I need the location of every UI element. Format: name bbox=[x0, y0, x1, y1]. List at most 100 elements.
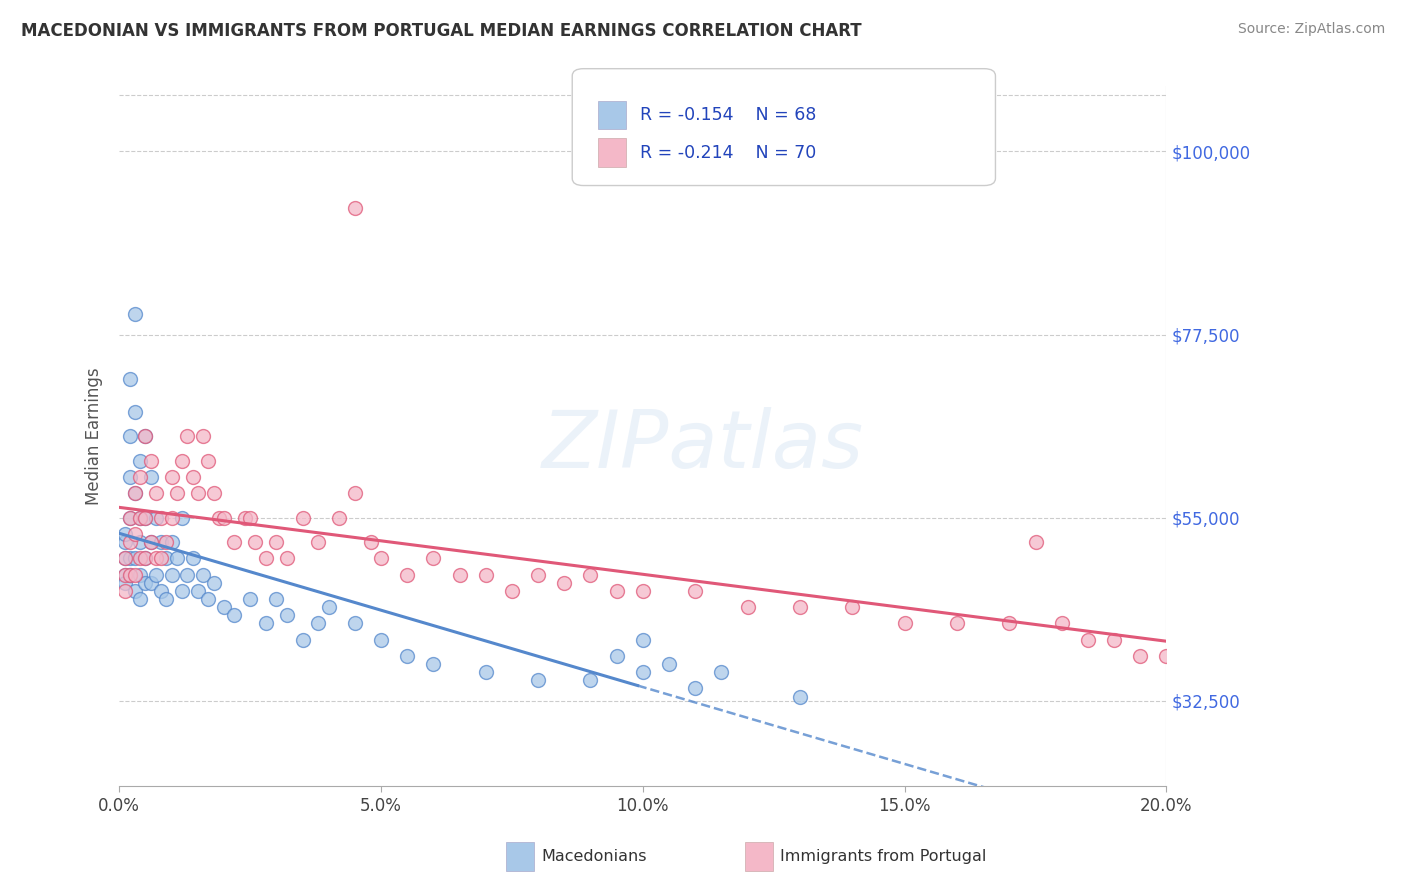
Text: R = -0.214    N = 70: R = -0.214 N = 70 bbox=[640, 144, 815, 161]
Point bbox=[172, 453, 194, 467]
Point bbox=[155, 592, 177, 607]
Point bbox=[1050, 616, 1073, 631]
Point bbox=[160, 567, 183, 582]
Point bbox=[124, 551, 146, 566]
Point bbox=[118, 510, 141, 524]
Point bbox=[139, 535, 162, 549]
Point bbox=[224, 535, 246, 549]
Point bbox=[124, 486, 146, 500]
Point bbox=[710, 665, 733, 680]
Point bbox=[239, 510, 262, 524]
Y-axis label: Median Earnings: Median Earnings bbox=[86, 368, 103, 505]
Point bbox=[145, 510, 167, 524]
Point bbox=[114, 527, 136, 541]
Point bbox=[145, 551, 167, 566]
Point bbox=[134, 510, 156, 524]
Point bbox=[160, 535, 183, 549]
Point bbox=[998, 616, 1021, 631]
Point bbox=[527, 567, 550, 582]
Point bbox=[191, 429, 214, 443]
Point bbox=[155, 551, 177, 566]
Point bbox=[396, 567, 419, 582]
Point bbox=[124, 567, 146, 582]
Point bbox=[118, 567, 141, 582]
Point bbox=[134, 551, 156, 566]
Point bbox=[474, 567, 496, 582]
Point bbox=[893, 616, 915, 631]
Point bbox=[789, 690, 811, 704]
Text: R = -0.154    N = 68: R = -0.154 N = 68 bbox=[640, 106, 815, 124]
Point bbox=[553, 575, 575, 590]
Point bbox=[343, 486, 366, 500]
Point bbox=[1077, 632, 1099, 647]
Point bbox=[145, 486, 167, 500]
Point bbox=[114, 551, 136, 566]
Point bbox=[370, 632, 392, 647]
Point bbox=[129, 470, 152, 484]
Point bbox=[129, 510, 152, 524]
Point bbox=[129, 510, 152, 524]
Point bbox=[370, 551, 392, 566]
Point bbox=[631, 665, 654, 680]
Point bbox=[422, 657, 444, 671]
Point bbox=[683, 583, 706, 598]
Point bbox=[396, 648, 419, 663]
Point bbox=[328, 510, 350, 524]
Point bbox=[166, 551, 188, 566]
Point bbox=[129, 567, 152, 582]
Point bbox=[197, 453, 219, 467]
Point bbox=[134, 575, 156, 590]
Point bbox=[202, 575, 225, 590]
Point bbox=[166, 486, 188, 500]
Point bbox=[254, 616, 277, 631]
Point bbox=[245, 535, 267, 549]
Point bbox=[1102, 632, 1125, 647]
Point bbox=[1129, 648, 1152, 663]
Point bbox=[118, 551, 141, 566]
Point bbox=[291, 510, 314, 524]
Point bbox=[150, 510, 173, 524]
Point bbox=[150, 535, 173, 549]
Point bbox=[114, 535, 136, 549]
Point bbox=[606, 583, 628, 598]
Point bbox=[291, 632, 314, 647]
Text: MACEDONIAN VS IMMIGRANTS FROM PORTUGAL MEDIAN EARNINGS CORRELATION CHART: MACEDONIAN VS IMMIGRANTS FROM PORTUGAL M… bbox=[21, 22, 862, 40]
Point bbox=[276, 608, 298, 623]
Point bbox=[501, 583, 523, 598]
Point bbox=[129, 551, 152, 566]
Text: ZIPatlas: ZIPatlas bbox=[541, 407, 865, 485]
Point bbox=[114, 551, 136, 566]
Point bbox=[197, 592, 219, 607]
Point bbox=[212, 600, 235, 615]
Point bbox=[187, 486, 209, 500]
Point bbox=[224, 608, 246, 623]
Point bbox=[139, 453, 162, 467]
Point bbox=[683, 681, 706, 696]
Point bbox=[172, 583, 194, 598]
Point bbox=[946, 616, 969, 631]
Point bbox=[360, 535, 382, 549]
Text: Source: ZipAtlas.com: Source: ZipAtlas.com bbox=[1237, 22, 1385, 37]
Point bbox=[114, 583, 136, 598]
Point bbox=[187, 583, 209, 598]
Point bbox=[212, 510, 235, 524]
Point bbox=[118, 510, 141, 524]
Point bbox=[118, 470, 141, 484]
Point bbox=[129, 453, 152, 467]
Point bbox=[124, 405, 146, 419]
Point bbox=[150, 551, 173, 566]
Point bbox=[129, 535, 152, 549]
Point bbox=[139, 470, 162, 484]
Point bbox=[124, 486, 146, 500]
Point bbox=[266, 535, 288, 549]
Point bbox=[191, 567, 214, 582]
Point bbox=[631, 632, 654, 647]
Point bbox=[276, 551, 298, 566]
Point bbox=[114, 567, 136, 582]
Point bbox=[343, 616, 366, 631]
Point bbox=[474, 665, 496, 680]
Point bbox=[150, 583, 173, 598]
Point bbox=[233, 510, 256, 524]
Point bbox=[658, 657, 681, 671]
Point bbox=[841, 600, 863, 615]
